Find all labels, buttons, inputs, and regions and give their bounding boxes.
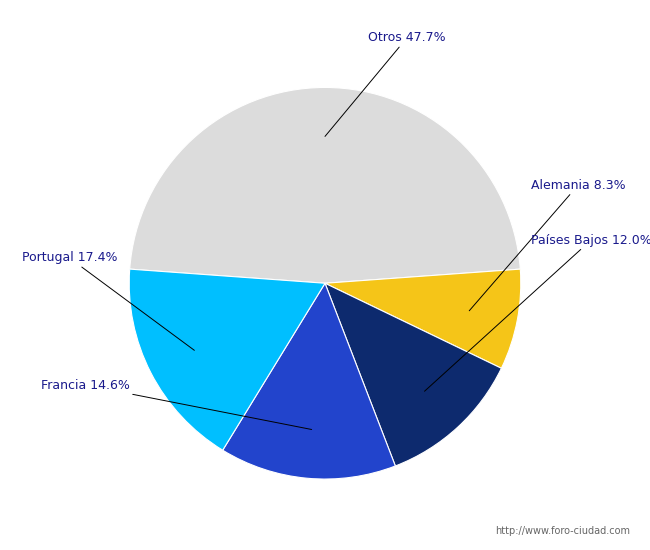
- Wedge shape: [129, 269, 325, 450]
- Text: Portugal 17.4%: Portugal 17.4%: [21, 251, 194, 350]
- Wedge shape: [325, 283, 501, 466]
- Wedge shape: [325, 269, 521, 368]
- Text: Alemania 8.3%: Alemania 8.3%: [469, 179, 625, 311]
- Text: http://www.foro-ciudad.com: http://www.foro-ciudad.com: [495, 526, 630, 536]
- Text: Francia 14.6%: Francia 14.6%: [41, 378, 311, 430]
- Text: Ardales - Turistas extranjeros según país - Abril de 2024: Ardales - Turistas extranjeros según paí…: [120, 13, 530, 29]
- Wedge shape: [130, 87, 520, 283]
- Text: Otros 47.7%: Otros 47.7%: [325, 31, 446, 136]
- Text: Países Bajos 12.0%: Países Bajos 12.0%: [424, 234, 650, 391]
- Wedge shape: [223, 283, 395, 479]
